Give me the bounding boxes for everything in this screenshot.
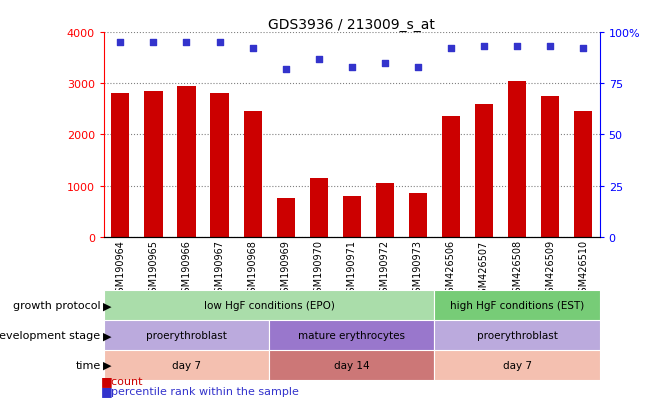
Bar [310, 178, 328, 237]
Title: GDS3936 / 213009_s_at: GDS3936 / 213009_s_at [268, 18, 436, 32]
Bar [508, 81, 526, 237]
Point [545, 44, 555, 51]
Bar [342, 196, 361, 237]
Text: ▶: ▶ [103, 360, 111, 370]
Text: time: time [75, 360, 100, 370]
Bar [144, 92, 163, 237]
Bar [111, 94, 129, 237]
Bar [574, 112, 592, 237]
Bar [104, 320, 269, 350]
Bar [409, 194, 427, 237]
Text: development stage: development stage [0, 330, 100, 340]
Text: GSM190964: GSM190964 [115, 240, 125, 299]
Text: proerythroblast: proerythroblast [476, 330, 557, 340]
Point [314, 56, 324, 63]
Text: GSM426507: GSM426507 [479, 240, 489, 299]
Point [512, 44, 523, 51]
Text: mature erythrocytes: mature erythrocytes [298, 330, 405, 340]
Bar [269, 350, 434, 380]
Text: proerythroblast: proerythroblast [146, 330, 227, 340]
Bar [104, 350, 269, 380]
Text: GSM426508: GSM426508 [512, 240, 522, 299]
Text: GSM190970: GSM190970 [314, 240, 324, 299]
Text: count: count [104, 376, 142, 386]
Text: GSM190972: GSM190972 [380, 240, 390, 299]
Point [280, 66, 291, 73]
Point [148, 40, 159, 47]
Text: percentile rank within the sample: percentile rank within the sample [104, 387, 299, 396]
Point [346, 64, 357, 71]
Text: growth protocol: growth protocol [13, 301, 101, 311]
Point [478, 44, 489, 51]
Bar [210, 94, 228, 237]
Bar [434, 320, 600, 350]
Bar [442, 117, 460, 237]
Text: GSM426506: GSM426506 [446, 240, 456, 299]
Text: GSM426509: GSM426509 [545, 240, 555, 299]
Text: GSM190967: GSM190967 [214, 240, 224, 299]
Text: GSM190968: GSM190968 [248, 240, 257, 299]
Text: ■: ■ [100, 374, 113, 387]
Point [115, 40, 126, 47]
Text: day 14: day 14 [334, 360, 370, 370]
Bar [475, 104, 493, 237]
Text: day 7: day 7 [172, 360, 201, 370]
Text: day 7: day 7 [502, 360, 531, 370]
Text: low HgF conditions (EPO): low HgF conditions (EPO) [204, 301, 334, 311]
Text: ▶: ▶ [103, 330, 111, 340]
Bar [434, 350, 600, 380]
Bar [178, 87, 196, 237]
Bar [376, 183, 394, 237]
Bar [243, 112, 262, 237]
Point [247, 46, 258, 53]
Bar [541, 97, 559, 237]
Text: GSM190973: GSM190973 [413, 240, 423, 299]
Text: ▶: ▶ [103, 301, 111, 311]
Point [379, 60, 390, 67]
Bar [434, 291, 600, 320]
Text: GSM190965: GSM190965 [149, 240, 158, 299]
Bar [104, 291, 434, 320]
Text: GSM426510: GSM426510 [578, 240, 588, 299]
Point [413, 64, 423, 71]
Point [446, 46, 456, 53]
Point [214, 40, 225, 47]
Text: GSM190971: GSM190971 [347, 240, 356, 299]
Text: ■: ■ [100, 385, 113, 397]
Text: GSM190966: GSM190966 [182, 240, 192, 299]
Point [181, 40, 192, 47]
Bar [269, 320, 434, 350]
Bar [277, 199, 295, 237]
Text: GSM190969: GSM190969 [281, 240, 291, 299]
Point [578, 46, 588, 53]
Text: high HgF conditions (EST): high HgF conditions (EST) [450, 301, 584, 311]
